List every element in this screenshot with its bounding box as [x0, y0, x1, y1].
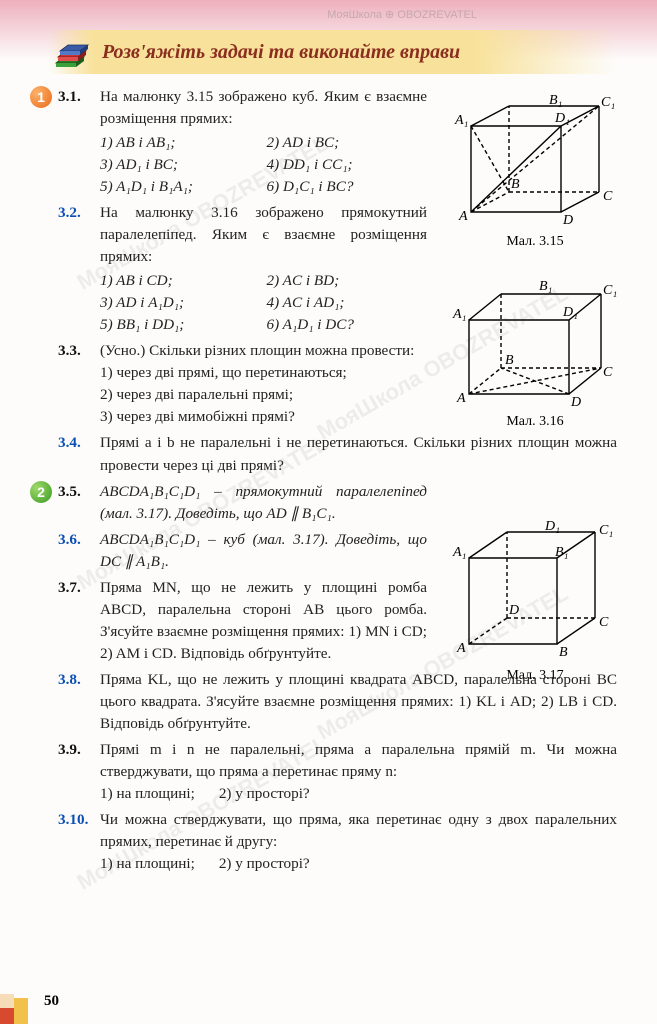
page-content: Розв'яжіть задачі та виконайте вправи A [0, 0, 657, 899]
exercise-3-6: 3.6. ABCDA₁B₁C₁D₁ – куб (мал. 3.17). Дов… [48, 529, 617, 573]
ex-num: 3.1. [58, 86, 81, 108]
ex-item: 1) AB і CD; [100, 270, 261, 292]
ex-text: Пряма KL, що не лежить у площині квадрат… [100, 671, 617, 732]
exercise-3-3: 3.3. (Усно.) Скільки різних площин можна… [48, 340, 617, 428]
exercise-3-8: 3.8. Пряма KL, що не лежить у площині кв… [48, 669, 617, 735]
exercise-3-7: 3.7. Пряма MN, що не лежить у площині ро… [48, 577, 617, 665]
ex-num: 3.8. [58, 669, 81, 691]
ex-text: На малюнку 3.16 зображено прямокутний па… [100, 204, 427, 265]
ex-item: 4) AC і AD₁; [267, 292, 428, 314]
ex-num: 3.2. [58, 202, 81, 224]
ex-num: 3.9. [58, 739, 81, 761]
exercise-3-2: 3.2. На малюнку 3.16 зображено прямокутн… [48, 202, 617, 336]
section-banner: Розв'яжіть задачі та виконайте вправи [48, 30, 617, 74]
ex-item: 2) AD і BC; [267, 132, 428, 154]
ex-item: 6) D₁C₁ і BC? [267, 176, 428, 198]
ex-num: 3.3. [58, 340, 81, 362]
page-number: 50 [44, 993, 59, 1010]
ex-text: Пряма MN, що не лежить у площині ромба A… [100, 579, 427, 662]
ex-item: 3) через дві мимобіжні прямі? [100, 406, 427, 428]
banner-title: Розв'яжіть задачі та виконайте вправи [102, 41, 460, 64]
ex-item: 1) AB і AB₁; [100, 132, 261, 154]
ex-item: 5) A₁D₁ і B₁A₁; [100, 176, 261, 198]
exercise-3-9: 3.9. Прямі m і n не паралельні, пряма a … [48, 739, 617, 805]
ex-item: 6) A₁D₁ і DC? [267, 314, 428, 336]
ex-item: 3) AD₁ і BC; [100, 154, 261, 176]
exercise-3-4: 3.4. Прямі a і b не паралельні і не пере… [48, 432, 617, 476]
ex-item: 2) у просторі? [219, 783, 310, 805]
ex-text: Чи можна стверджувати, що пряма, яка пер… [100, 811, 617, 850]
ex-num: 3.10. [58, 809, 88, 831]
corner-decoration [0, 980, 40, 1024]
ex-num: 3.5. [58, 481, 81, 503]
ex-item: 1) на площині; [100, 783, 195, 805]
ex-item: 4) DD₁ і CC₁; [267, 154, 428, 176]
ex-text: Прямі a і b не паралельні і не перетинаю… [100, 434, 617, 473]
ex-item: 2) через дві паралельні прямі; [100, 384, 427, 406]
ex-text: На малюнку 3.15 зображено куб. Яким є вз… [100, 88, 427, 127]
ex-text: ABCDA₁B₁C₁D₁ – куб (мал. 3.17). Доведіть… [100, 531, 427, 570]
ex-num: 3.6. [58, 529, 81, 551]
ex-num: 3.7. [58, 577, 81, 599]
ex-item: 1) на площині; [100, 853, 195, 875]
ex-text: (Усно.) Скільки різних площин можна пров… [100, 342, 414, 359]
ex-text: ABCDA₁B₁C₁D₁ – прямокутний паралелепіпед… [100, 483, 427, 522]
ex-num: 3.4. [58, 432, 81, 454]
ex-item: 3) AD і A₁D₁; [100, 292, 261, 314]
exercise-3-10: 3.10. Чи можна стверджувати, що пряма, я… [48, 809, 617, 875]
ex-item: 5) BB₁ і DD₁; [100, 314, 261, 336]
books-icon [52, 33, 94, 71]
exercise-3-5: 2 3.5. ABCDA₁B₁C₁D₁ – прямокутний парале… [48, 481, 617, 525]
level-badge-2: 2 [30, 481, 52, 503]
exercise-3-1: 1 3.1. На малюнку 3.15 зображено куб. Як… [48, 86, 617, 198]
ex-item: 2) у просторі? [219, 853, 310, 875]
ex-item: 2) AC і BD; [267, 270, 428, 292]
ex-text: Прямі m і n не паралельні, пряма a парал… [100, 741, 617, 780]
level-badge-1: 1 [30, 86, 52, 108]
ex-item: 1) через дві прямі, що перетинаються; [100, 362, 427, 384]
